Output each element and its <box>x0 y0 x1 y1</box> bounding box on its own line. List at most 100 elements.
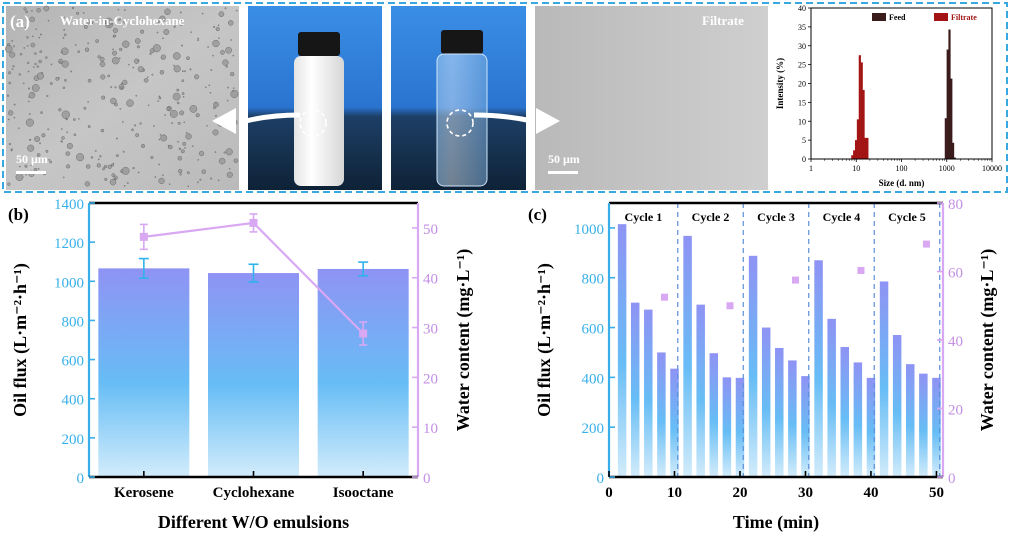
droplet <box>66 142 73 150</box>
droplet <box>31 35 34 38</box>
droplet <box>166 106 171 111</box>
panel-a-label: (a) <box>10 12 30 31</box>
droplet <box>19 52 23 56</box>
droplet <box>107 164 112 169</box>
dls-bar <box>951 142 955 159</box>
droplet <box>197 37 200 40</box>
droplet <box>197 158 200 161</box>
droplet <box>134 124 137 127</box>
oil-flux-bar <box>98 268 190 477</box>
droplet <box>206 124 208 127</box>
panel-b-label: (b) <box>8 205 29 224</box>
droplet <box>118 57 121 60</box>
droplet <box>32 66 35 68</box>
droplet <box>65 151 71 156</box>
droplet <box>24 26 27 29</box>
dls-ytick-label: 15 <box>798 98 806 107</box>
chart-b-ytick-label: 800 <box>62 314 85 330</box>
droplet <box>26 45 29 47</box>
droplet <box>34 136 41 143</box>
droplet <box>120 16 123 19</box>
droplet <box>112 27 118 34</box>
droplet <box>113 102 118 107</box>
dls-xtick-label: 1 <box>809 164 813 173</box>
dls-ytick-label: 25 <box>798 61 806 70</box>
droplet <box>177 140 179 143</box>
oil-flux-bar <box>853 362 863 477</box>
droplet <box>83 24 88 29</box>
dls-bar <box>950 78 953 159</box>
droplet <box>63 33 67 37</box>
droplet <box>99 56 105 62</box>
droplet <box>178 168 183 174</box>
droplet <box>48 158 51 161</box>
droplet <box>177 121 181 125</box>
cycle-label: Cycle 5 <box>888 210 926 224</box>
oil-flux-bar <box>617 224 627 477</box>
dls-bar <box>860 62 863 159</box>
droplet <box>27 144 35 152</box>
droplet <box>61 136 65 140</box>
dls-bar <box>944 118 947 159</box>
droplet <box>132 166 135 170</box>
droplet <box>179 110 185 116</box>
droplet <box>176 101 180 105</box>
droplet <box>18 73 21 76</box>
droplet <box>100 74 106 80</box>
droplet <box>151 73 154 76</box>
oil-flux-bar <box>801 376 810 477</box>
droplet <box>46 94 49 98</box>
oil-flux-bar <box>919 373 928 477</box>
chart-b-ytick-label: 1200 <box>54 236 84 252</box>
droplet <box>10 149 13 152</box>
chart-c-xtick-label: 30 <box>798 485 813 501</box>
oil-flux-bar <box>644 309 653 477</box>
water-content-point <box>139 232 148 241</box>
droplet <box>181 92 185 95</box>
droplet <box>181 79 185 83</box>
droplet <box>186 56 190 61</box>
droplet <box>5 45 13 53</box>
droplet <box>213 101 219 108</box>
vial-cap-filtrate <box>441 30 483 54</box>
droplet <box>213 25 216 28</box>
dls-bar <box>953 157 956 159</box>
chart-b-category-label: Kerosene <box>114 485 174 501</box>
dls-bar <box>948 29 951 159</box>
droplet <box>99 155 102 158</box>
chart-c-xlabel: Time (min) <box>733 512 819 533</box>
droplet <box>172 92 181 101</box>
oil-flux-bar <box>748 255 758 477</box>
droplet <box>127 63 130 66</box>
arrow-left-shaft <box>245 112 301 124</box>
droplet <box>13 45 16 48</box>
panel-a-frame <box>2 2 1008 193</box>
chart-c-xtick-label: 50 <box>929 485 944 501</box>
droplet <box>180 149 185 154</box>
droplet <box>38 36 41 39</box>
droplet <box>58 77 60 80</box>
emulsion-droplets <box>5 5 239 188</box>
droplet <box>94 149 97 152</box>
vial-cap-emulsion <box>298 32 340 56</box>
water-content-point <box>726 302 734 310</box>
droplet <box>12 65 15 68</box>
micrograph-filtrate: Filtrate 50 μm <box>535 6 768 190</box>
droplet <box>100 128 105 133</box>
droplet <box>23 47 26 49</box>
droplet <box>120 82 123 85</box>
chart-c-xtick-label: 40 <box>863 485 878 501</box>
oil-flux-bar <box>906 364 915 477</box>
water-content-point <box>660 293 668 301</box>
dls-bar <box>856 119 860 159</box>
chart-c-y2tick-label: 0 <box>948 471 956 487</box>
dls-ylabel: Intensity (%) <box>775 58 785 109</box>
droplet <box>7 110 14 116</box>
chart-c: (c) Cycle 1 Cycle 2 Cycle 3 Cycle 4 Cycle 5 0 2… <box>528 197 998 533</box>
dls-bar <box>854 140 858 160</box>
droplet <box>87 125 91 128</box>
droplet <box>159 15 166 22</box>
droplet <box>230 89 239 99</box>
droplet <box>115 154 119 158</box>
droplet <box>196 181 199 184</box>
